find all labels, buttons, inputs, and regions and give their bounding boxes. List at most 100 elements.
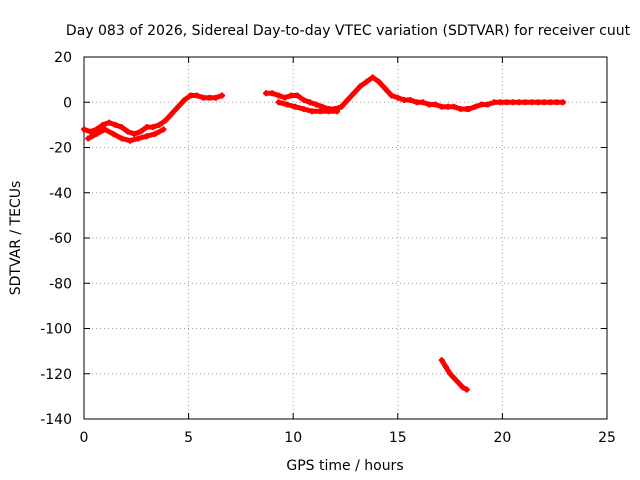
y-tick-label: -20: [49, 141, 72, 157]
data-point: [87, 128, 94, 135]
data-point: [401, 96, 408, 103]
data-point: [447, 370, 454, 377]
data-point: [394, 94, 401, 101]
data-point: [560, 99, 567, 106]
data-point: [375, 78, 382, 85]
data-point: [275, 99, 282, 106]
data-point: [438, 103, 445, 110]
data-point: [294, 92, 301, 99]
data-point: [463, 386, 470, 393]
x-tick-label: 5: [184, 430, 193, 446]
data-point: [522, 99, 529, 106]
data-point: [124, 128, 131, 135]
data-point: [451, 103, 458, 110]
y-tick-label: 0: [63, 95, 72, 111]
data-point: [553, 99, 560, 106]
data-point: [547, 99, 554, 106]
data-series: [81, 74, 567, 393]
data-point: [317, 108, 324, 115]
data-point: [156, 121, 163, 128]
data-point: [288, 92, 295, 99]
data-point: [143, 124, 150, 131]
x-axis-label: GPS time / hours: [286, 458, 403, 474]
data-point: [465, 106, 472, 113]
data-point: [160, 126, 167, 133]
y-tick-label: -140: [40, 412, 72, 428]
data-point: [99, 121, 106, 128]
data-series-4: [275, 99, 341, 115]
data-point: [162, 117, 169, 124]
data-point: [350, 90, 357, 97]
data-point: [219, 92, 226, 99]
data-point: [426, 101, 433, 108]
data-point: [206, 94, 213, 101]
data-point: [534, 99, 541, 106]
axis-ticks: 0 5 10 15 20 25 -140 -120 -100 -80 -60 -40 -20 0 20: [40, 50, 616, 446]
data-point: [110, 130, 117, 137]
data-point: [93, 130, 100, 137]
data-point: [451, 375, 458, 382]
data-point: [106, 119, 113, 126]
y-tick-label: 20: [54, 50, 72, 66]
data-point: [325, 108, 332, 115]
data-point: [432, 101, 439, 108]
data-point: [137, 128, 144, 135]
data-point: [283, 101, 290, 108]
data-point: [497, 99, 504, 106]
data-point: [275, 92, 282, 99]
data-point: [319, 103, 326, 110]
data-point: [363, 78, 370, 85]
data-point: [101, 126, 108, 133]
data-point: [334, 108, 341, 115]
data-point: [528, 99, 535, 106]
data-point: [407, 96, 414, 103]
y-tick-label: -60: [49, 231, 72, 247]
chart-title: Day 083 of 2026, Sidereal Day-to-day VTE…: [66, 23, 631, 39]
data-point: [438, 357, 445, 364]
data-point: [478, 101, 485, 108]
data-series-3: [263, 74, 470, 113]
data-point: [118, 124, 125, 131]
data-point: [187, 92, 194, 99]
data-series-5: [465, 99, 567, 113]
data-point: [181, 96, 188, 103]
data-point: [313, 101, 320, 108]
data-point: [445, 103, 452, 110]
data-point: [369, 74, 376, 81]
data-point: [131, 130, 138, 137]
data-series-2: [85, 126, 167, 144]
data-point: [516, 99, 523, 106]
data-point: [212, 94, 219, 101]
data-point: [81, 126, 87, 133]
data-point: [300, 96, 307, 103]
data-point: [168, 110, 175, 117]
grid: [84, 57, 607, 419]
data-point: [491, 99, 498, 106]
series-trace: [466, 99, 566, 112]
data-point: [127, 137, 134, 144]
data-point: [118, 135, 125, 142]
data-point: [509, 99, 516, 106]
data-point: [344, 96, 351, 103]
data-point: [281, 94, 288, 101]
y-tick-label: -80: [49, 276, 72, 292]
data-point: [357, 83, 364, 90]
data-point: [85, 135, 92, 142]
data-point: [388, 92, 395, 99]
data-point: [175, 103, 182, 110]
data-point: [419, 99, 426, 106]
data-point: [112, 121, 119, 128]
x-tick-label: 0: [80, 430, 89, 446]
data-series-1: [81, 92, 226, 137]
data-point: [306, 99, 313, 106]
y-axis-label: SDTVAR / TECUs: [8, 181, 24, 296]
data-point: [193, 92, 200, 99]
data-point: [200, 94, 207, 101]
y-tick-label: -120: [40, 367, 72, 383]
data-point: [152, 130, 159, 137]
data-point: [269, 90, 276, 97]
data-point: [457, 106, 464, 113]
data-point: [150, 124, 157, 131]
